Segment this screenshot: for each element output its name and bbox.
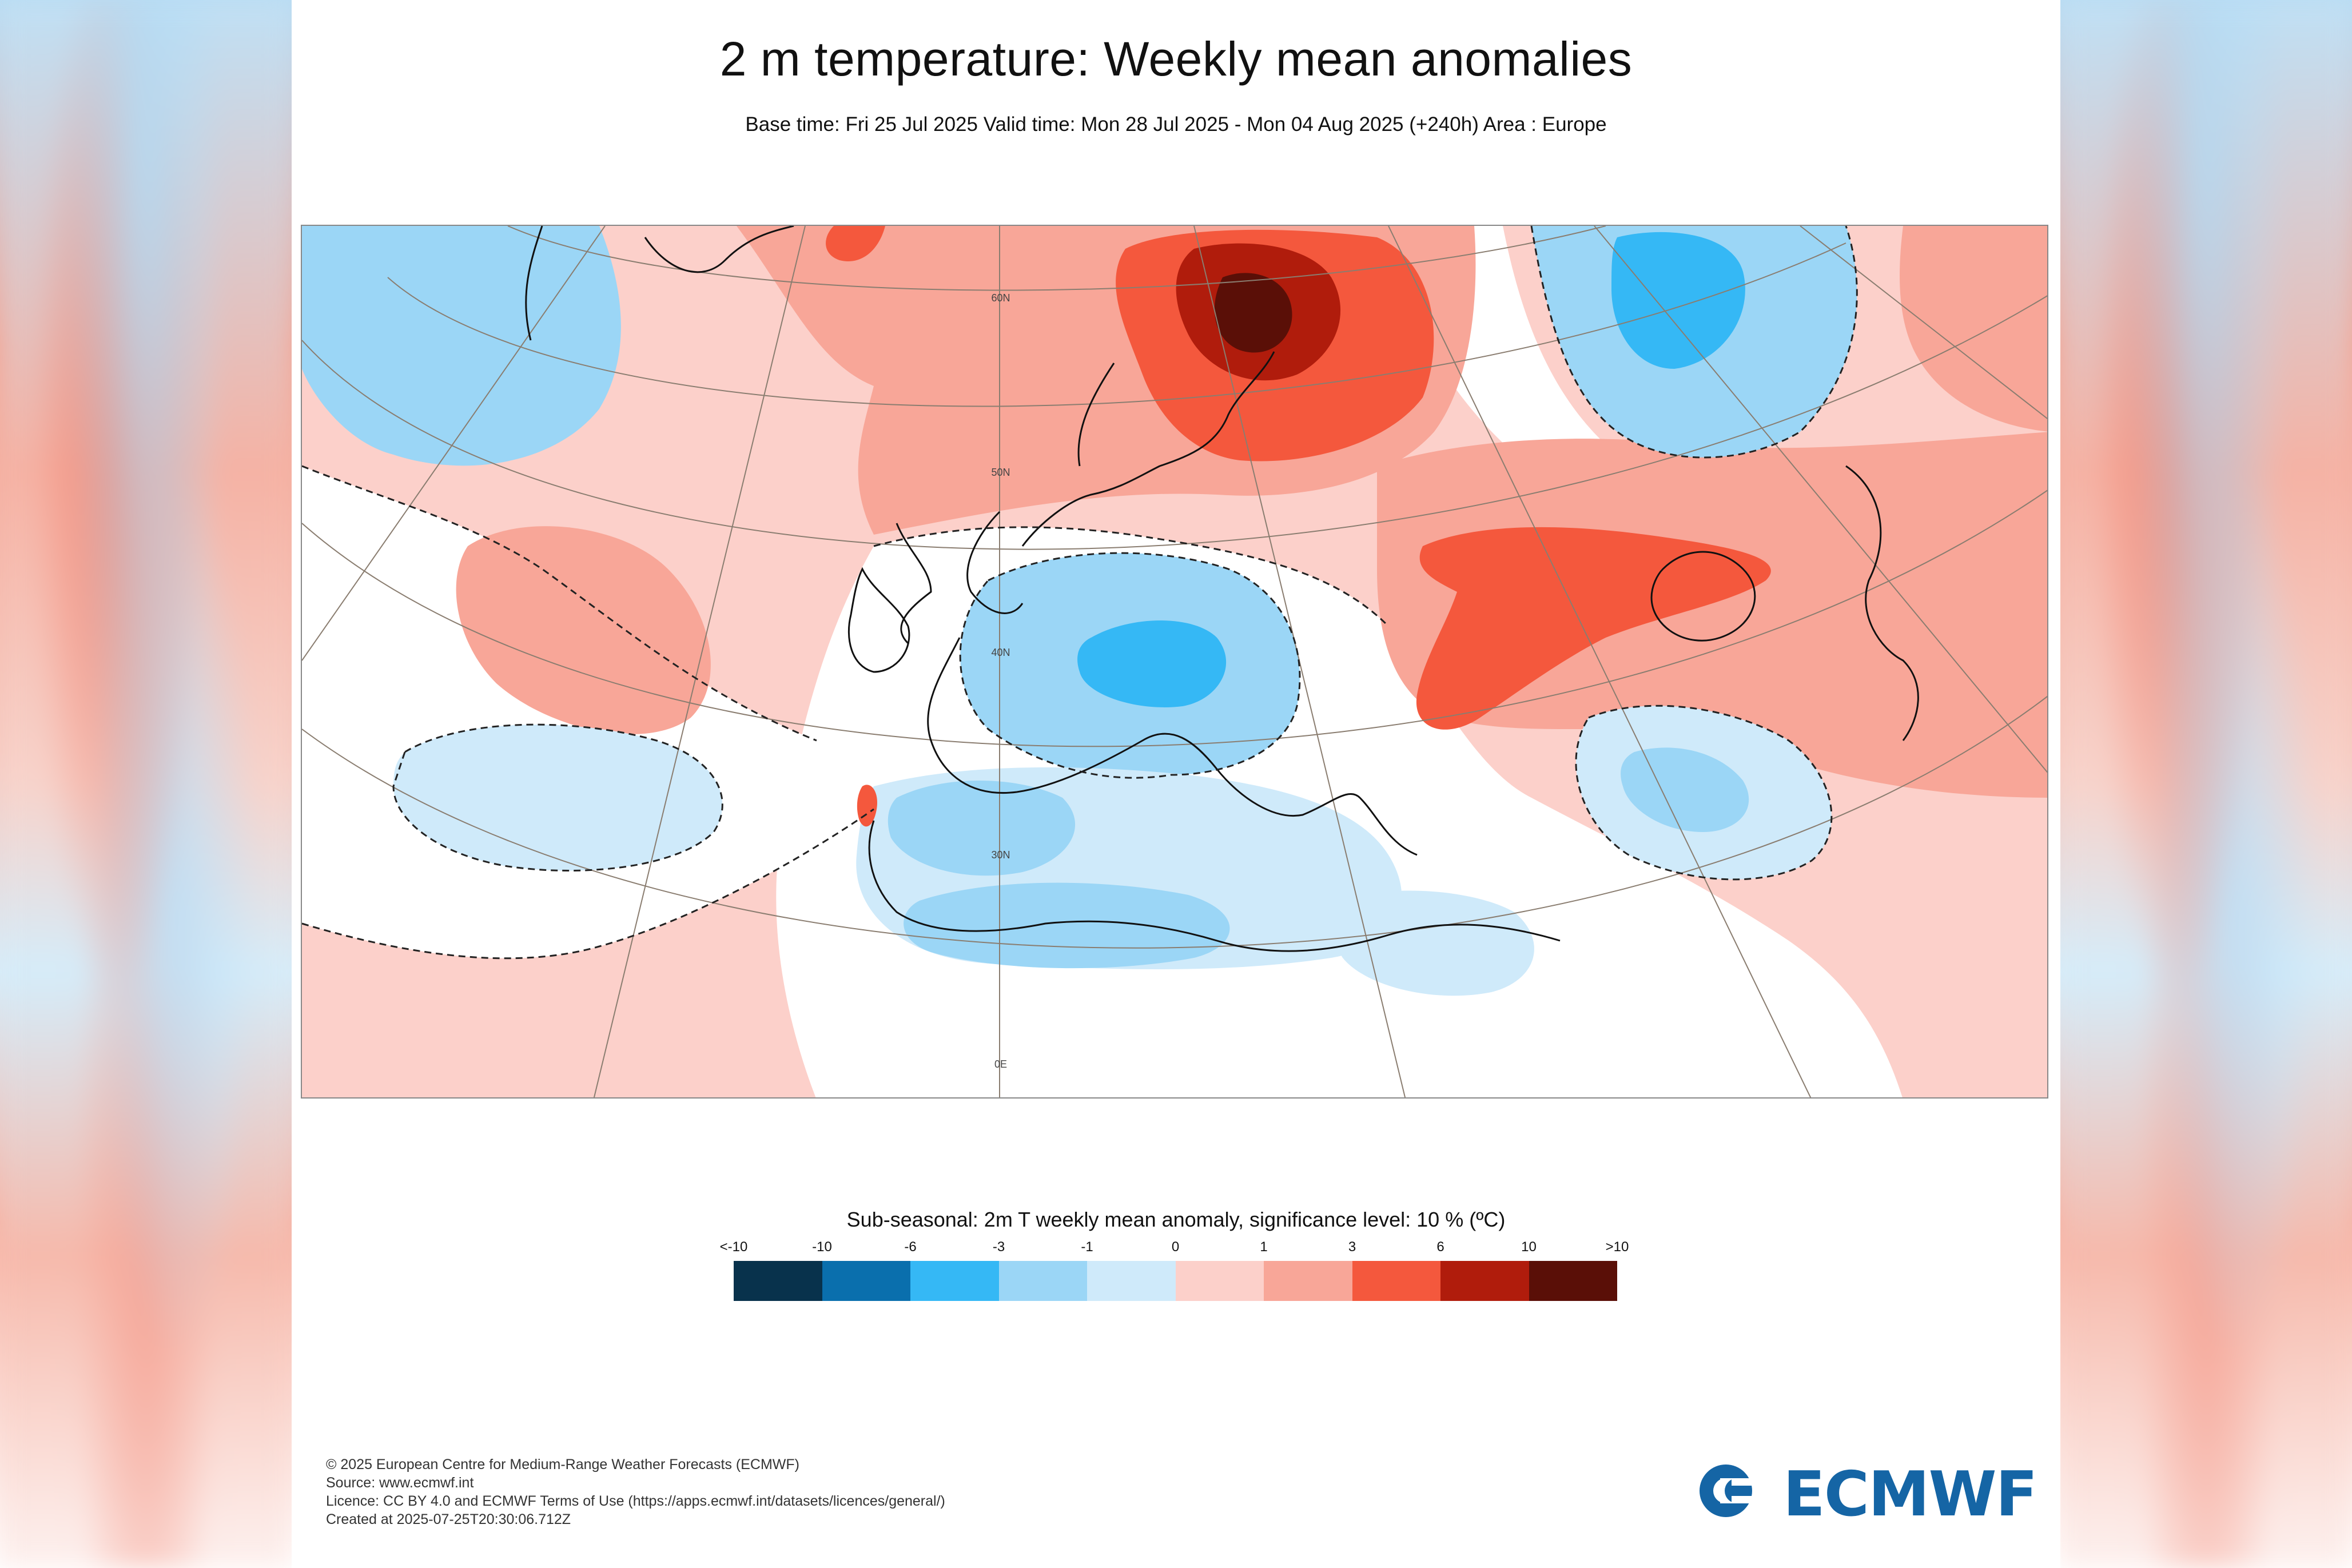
anomaly-map[interactable]: 60N 50N 40N 30N 0E [301, 225, 2048, 1099]
graticule-label: 40N [991, 647, 1010, 658]
legend-tick: 0 [1171, 1239, 1180, 1255]
coastline [847, 567, 910, 673]
anomaly-area-caucasus-cool [1621, 747, 1749, 832]
legend-tick: -1 [1081, 1239, 1093, 1255]
legend-tick: -6 [904, 1239, 917, 1255]
significance-contour [302, 808, 874, 960]
page-subtitle: Base time: Fri 25 Jul 2025 Valid time: M… [745, 113, 1607, 136]
legend-tick: 6 [1436, 1239, 1444, 1255]
anomaly-area-atlantic-warm [456, 526, 711, 734]
anomaly-area-black-sea-hot [1416, 527, 1771, 730]
graticule-line [302, 295, 2047, 550]
map-svg: 60N 50N 40N 30N 0E [302, 226, 2047, 1097]
background-blur-right [2060, 0, 2352, 1568]
anomaly-area-neutral-band-north [1388, 226, 1789, 516]
legend-swatch [734, 1261, 822, 1301]
footer-licence: Licence: CC BY 4.0 and ECMWF Terms of Us… [326, 1493, 945, 1509]
graticule-label: 0E [994, 1058, 1007, 1070]
legend-tick: 10 [1521, 1239, 1537, 1255]
legend-ticks: <-10 -10 -6 -3 -1 0 1 3 6 10 >10 [720, 1239, 1629, 1256]
footer-credits: © 2025 European Centre for Medium-Range … [326, 1455, 945, 1529]
anomaly-area-far-east-warm [1900, 226, 2047, 432]
legend-swatch [1264, 1261, 1352, 1301]
graticule-line [302, 489, 2047, 747]
footer-source: Source: www.ecmwf.int [326, 1475, 474, 1491]
chart-panel: 2 m temperature: Weekly mean anomalies B… [292, 0, 2060, 1568]
legend-swatch [998, 1261, 1087, 1301]
graticule-line [387, 242, 1846, 407]
coastline [525, 226, 794, 341]
legend-swatch [1352, 1261, 1440, 1301]
ecmwf-logo-icon [1700, 1464, 1777, 1517]
anomaly-area-azores-cool [393, 725, 723, 871]
legend-tick: 1 [1260, 1239, 1268, 1255]
footer-copyright: © 2025 European Centre for Medium-Range … [326, 1456, 800, 1473]
graticule-label: 50N [991, 467, 1010, 478]
significance-contour [1575, 705, 1833, 881]
legend-tick: <-10 [719, 1239, 748, 1255]
significance-contour [873, 526, 1390, 627]
legend-colorbar [734, 1261, 1617, 1301]
legend-swatch [910, 1261, 999, 1301]
legend-swatch [1175, 1261, 1264, 1301]
graticule-line [302, 226, 606, 661]
anomaly-area-north-africa-cool [904, 882, 1230, 969]
graticule-line [1388, 226, 1812, 1097]
graticule-line [507, 226, 1606, 291]
background-blur-left [0, 0, 292, 1568]
anomaly-area-ural-colder [1611, 232, 1745, 369]
footer-created: Created at 2025-07-25T20:30:06.712Z [326, 1511, 571, 1527]
significance-contour [1530, 226, 1858, 459]
significance-contour [392, 723, 723, 871]
graticule-line [1594, 226, 2047, 773]
legend-swatch [1440, 1261, 1529, 1301]
ecmwf-logo-text: ECMWF [1783, 1459, 2037, 1530]
coastline [1650, 551, 1756, 642]
page-title: 2 m temperature: Weekly mean anomalies [719, 32, 1633, 86]
coastline [896, 351, 1418, 856]
anomaly-area-iberian-coast-hot [857, 785, 877, 827]
anomaly-area-levant-cool [1334, 890, 1534, 996]
legend-tick: >10 [1605, 1239, 1629, 1255]
legend-swatch [822, 1261, 910, 1301]
graticule-line [302, 695, 2047, 949]
graticule-label: 30N [991, 849, 1010, 861]
significance-contour [959, 552, 1301, 779]
ecmwf-logo: ECMWF [1697, 1459, 2037, 1530]
legend-swatch [1529, 1261, 1617, 1301]
legend-tick: -10 [812, 1239, 832, 1255]
graticule-line [593, 226, 806, 1097]
anomaly-area-iceland-hot [826, 226, 885, 261]
coastline [868, 820, 1561, 952]
anomaly-area-alps-colder [1077, 620, 1227, 707]
graticule-label: 60N [991, 292, 1010, 304]
legend-tick: 3 [1348, 1239, 1356, 1255]
anomaly-area-iberia-cool [888, 781, 1076, 876]
coastline [1845, 465, 1919, 741]
legend-title: Sub-seasonal: 2m T weekly mean anomaly, … [846, 1208, 1506, 1231]
legend-swatch [1087, 1261, 1176, 1301]
legend-tick: -3 [992, 1239, 1005, 1255]
anomaly-area-greenland-sea-cool [302, 226, 621, 466]
graticule-line [1800, 226, 2047, 420]
anomaly-area-finland-extreme [1214, 273, 1292, 353]
